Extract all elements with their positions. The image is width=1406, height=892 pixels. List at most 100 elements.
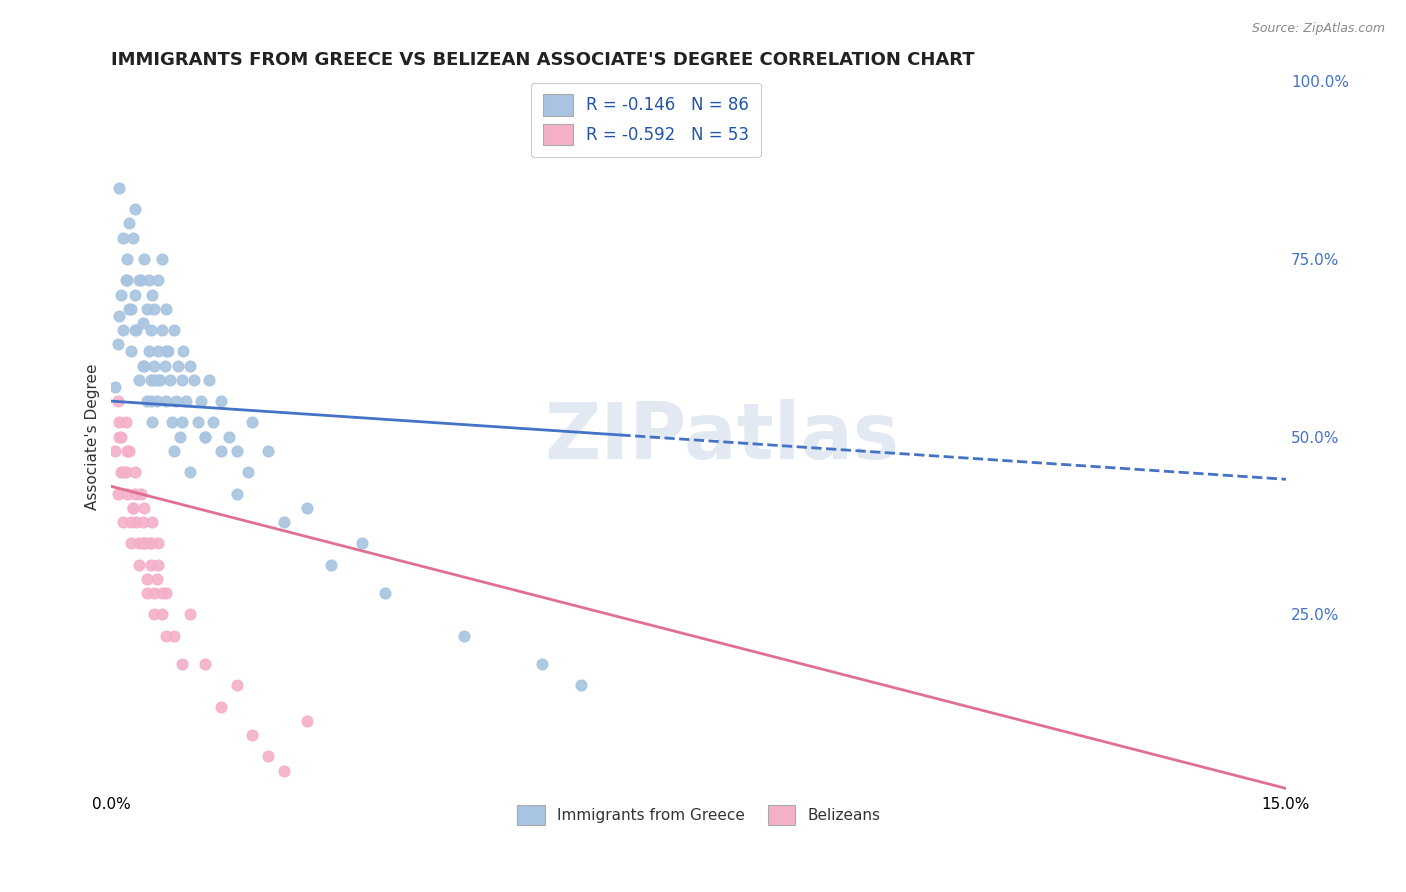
Point: [143, 359, 166, 373]
Point: [169, 430, 191, 444]
Point: [115, 443, 138, 458]
Point: [132, 536, 155, 550]
Point: [107, 394, 129, 409]
Point: [112, 465, 135, 479]
Legend: Immigrants from Greece, Belizeans: Immigrants from Greece, Belizeans: [508, 796, 890, 834]
Point: [115, 273, 138, 287]
Point: [124, 287, 146, 301]
Point: [122, 230, 145, 244]
Point: [135, 586, 157, 600]
Point: [150, 323, 173, 337]
Y-axis label: Associate's Degree: Associate's Degree: [86, 363, 100, 510]
Point: [135, 572, 157, 586]
Text: Source: ZipAtlas.com: Source: ZipAtlas.com: [1251, 22, 1385, 36]
Point: [225, 443, 247, 458]
Point: [155, 344, 177, 359]
Point: [134, 359, 156, 373]
Point: [128, 373, 150, 387]
Point: [159, 373, 181, 387]
Point: [202, 416, 225, 430]
Point: [194, 657, 217, 671]
Point: [209, 394, 232, 409]
Point: [120, 344, 142, 359]
Point: [115, 252, 138, 266]
Point: [107, 486, 129, 500]
Point: [114, 465, 136, 479]
Point: [156, 344, 179, 359]
Point: [124, 323, 146, 337]
Point: [122, 500, 145, 515]
Point: [148, 558, 170, 572]
Point: [569, 678, 592, 692]
Point: [143, 607, 166, 622]
Point: [238, 465, 260, 479]
Point: [108, 416, 131, 430]
Point: [107, 337, 129, 351]
Point: [146, 394, 169, 409]
Point: [139, 323, 162, 337]
Point: [128, 558, 150, 572]
Point: [114, 416, 136, 430]
Point: [170, 416, 193, 430]
Point: [155, 394, 177, 409]
Point: [114, 273, 136, 287]
Point: [179, 465, 201, 479]
Point: [155, 301, 177, 316]
Point: [141, 287, 163, 301]
Point: [132, 359, 155, 373]
Point: [117, 217, 139, 231]
Point: [194, 430, 217, 444]
Point: [115, 486, 138, 500]
Point: [139, 558, 162, 572]
Point: [150, 607, 173, 622]
Point: [273, 515, 295, 529]
Point: [120, 301, 142, 316]
Point: [110, 465, 132, 479]
Point: [112, 515, 135, 529]
Point: [138, 344, 160, 359]
Point: [165, 394, 187, 409]
Point: [163, 629, 186, 643]
Point: [155, 586, 177, 600]
Point: [139, 536, 162, 550]
Point: [110, 430, 132, 444]
Text: ZIPatlas: ZIPatlas: [544, 399, 900, 475]
Point: [146, 572, 169, 586]
Text: IMMIGRANTS FROM GREECE VS BELIZEAN ASSOCIATE'S DEGREE CORRELATION CHART: IMMIGRANTS FROM GREECE VS BELIZEAN ASSOC…: [111, 51, 974, 69]
Point: [124, 486, 146, 500]
Point: [190, 394, 212, 409]
Point: [179, 359, 201, 373]
Point: [218, 430, 240, 444]
Point: [295, 500, 318, 515]
Point: [132, 316, 155, 330]
Point: [209, 443, 232, 458]
Point: [150, 252, 173, 266]
Point: [179, 607, 201, 622]
Point: [257, 749, 280, 764]
Point: [110, 287, 132, 301]
Point: [531, 657, 554, 671]
Point: [148, 373, 170, 387]
Point: [129, 273, 152, 287]
Point: [149, 373, 172, 387]
Point: [183, 373, 205, 387]
Point: [129, 486, 152, 500]
Point: [128, 536, 150, 550]
Point: [139, 373, 162, 387]
Point: [194, 430, 217, 444]
Point: [155, 629, 177, 643]
Point: [295, 714, 318, 728]
Point: [138, 536, 160, 550]
Point: [104, 443, 127, 458]
Point: [125, 515, 148, 529]
Point: [135, 394, 157, 409]
Point: [143, 586, 166, 600]
Point: [198, 373, 221, 387]
Point: [138, 273, 160, 287]
Point: [139, 394, 162, 409]
Point: [120, 536, 142, 550]
Point: [143, 373, 166, 387]
Point: [124, 465, 146, 479]
Point: [112, 323, 135, 337]
Point: [104, 380, 127, 394]
